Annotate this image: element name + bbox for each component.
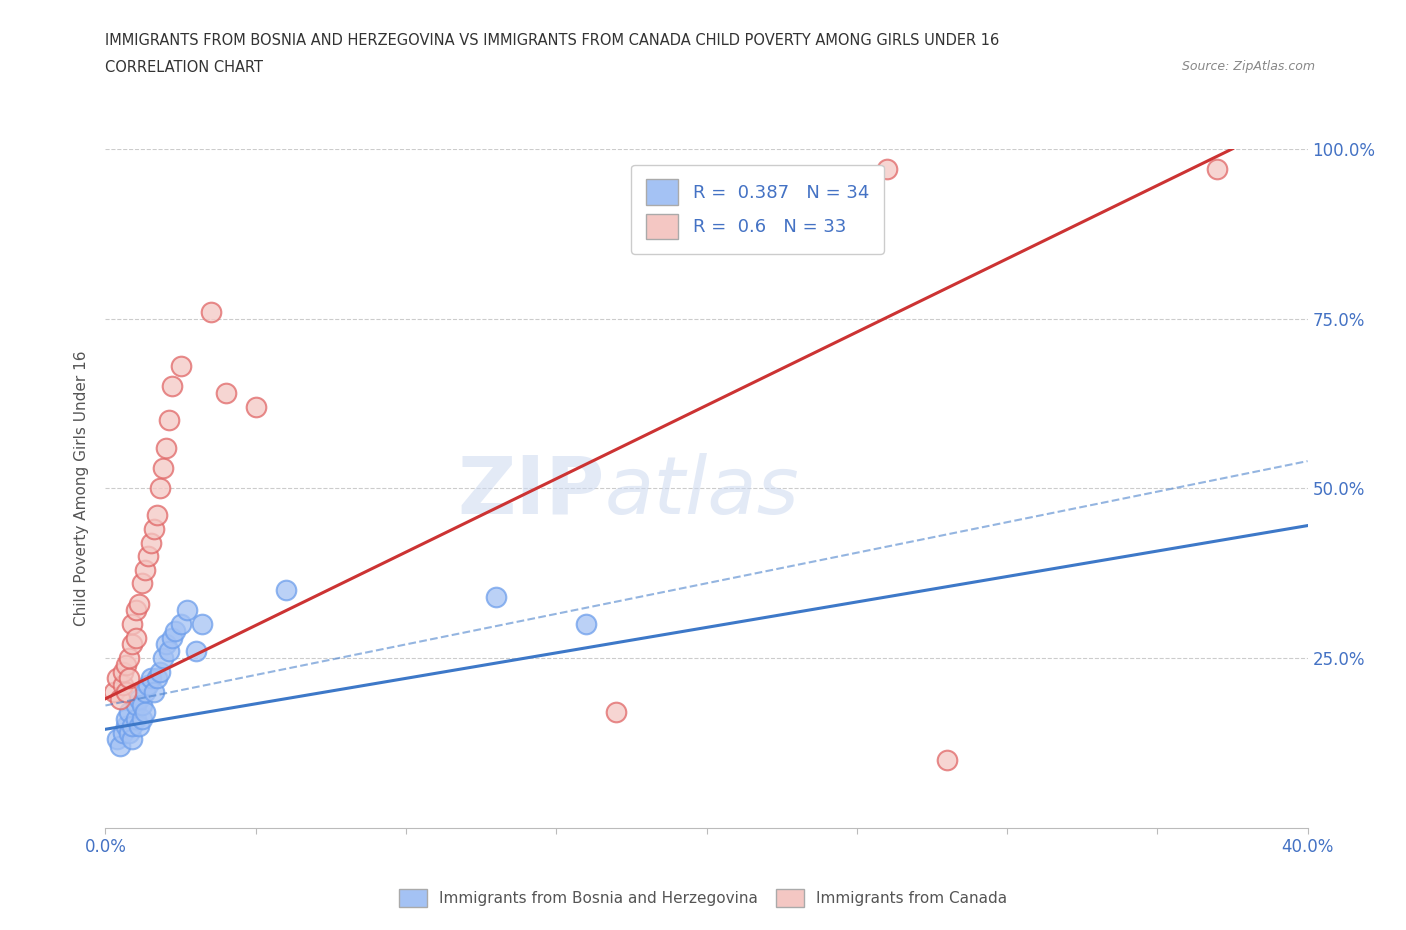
Point (134, 563, 156, 578)
Point (876, 162, 898, 177)
Point (575, 617, 598, 631)
Point (124, 698, 146, 713)
Point (190, 617, 212, 631)
Point (139, 535, 162, 550)
Point (142, 684, 165, 699)
Point (274, 582, 297, 598)
Text: Source: ZipAtlas.com: Source: ZipAtlas.com (1181, 60, 1315, 73)
Point (115, 684, 138, 699)
Text: ZIP: ZIP (457, 453, 605, 531)
Point (128, 596, 150, 611)
Point (184, 644, 207, 658)
Point (136, 678, 159, 693)
Point (157, 644, 180, 658)
Point (128, 691, 150, 706)
Point (107, 732, 129, 747)
Point (115, 658, 138, 672)
Point (134, 705, 156, 720)
Point (124, 711, 146, 726)
Point (112, 678, 135, 693)
Point (169, 617, 191, 631)
Point (148, 664, 170, 679)
Point (136, 549, 159, 564)
Point (112, 725, 135, 740)
Point (115, 711, 138, 726)
Point (118, 651, 141, 666)
Point (131, 711, 153, 726)
Point (214, 386, 236, 401)
Legend: Immigrants from Bosnia and Herzegovina, Immigrants from Canada: Immigrants from Bosnia and Herzegovina, … (394, 884, 1012, 913)
Point (139, 671, 162, 685)
Point (121, 719, 143, 734)
Point (155, 440, 177, 455)
Point (121, 637, 143, 652)
Point (115, 719, 138, 734)
Text: atlas: atlas (605, 453, 799, 531)
Point (134, 684, 156, 699)
Point (169, 359, 191, 374)
Point (145, 508, 167, 523)
Point (121, 732, 143, 747)
Point (118, 671, 141, 685)
Point (605, 705, 627, 720)
Point (131, 576, 153, 591)
Point (936, 752, 959, 767)
Point (155, 637, 177, 652)
Text: CORRELATION CHART: CORRELATION CHART (105, 60, 263, 75)
Legend: R =  0.387   N = 34, R =  0.6   N = 33: R = 0.387 N = 34, R = 0.6 N = 33 (631, 165, 883, 254)
Point (148, 481, 170, 496)
Point (200, 304, 222, 319)
Point (103, 684, 125, 699)
Point (124, 603, 146, 618)
Point (118, 725, 141, 740)
Point (160, 379, 183, 394)
Point (110, 691, 132, 706)
Point (152, 651, 174, 666)
Point (163, 623, 186, 638)
Y-axis label: Child Poverty Among Girls Under 16: Child Poverty Among Girls Under 16 (75, 351, 90, 626)
Point (124, 631, 146, 645)
Point (107, 671, 129, 685)
Point (485, 590, 508, 604)
Point (1206, 162, 1229, 177)
Point (131, 698, 153, 713)
Point (128, 719, 150, 734)
Text: IMMIGRANTS FROM BOSNIA AND HERZEGOVINA VS IMMIGRANTS FROM CANADA CHILD POVERTY A: IMMIGRANTS FROM BOSNIA AND HERZEGOVINA V… (105, 33, 1000, 47)
Point (176, 603, 198, 618)
Point (118, 705, 141, 720)
Point (121, 617, 143, 631)
Point (152, 460, 174, 475)
Point (145, 671, 167, 685)
Point (157, 413, 180, 428)
Point (142, 522, 165, 537)
Point (245, 399, 267, 414)
Point (110, 738, 132, 753)
Point (160, 631, 183, 645)
Point (112, 664, 135, 679)
